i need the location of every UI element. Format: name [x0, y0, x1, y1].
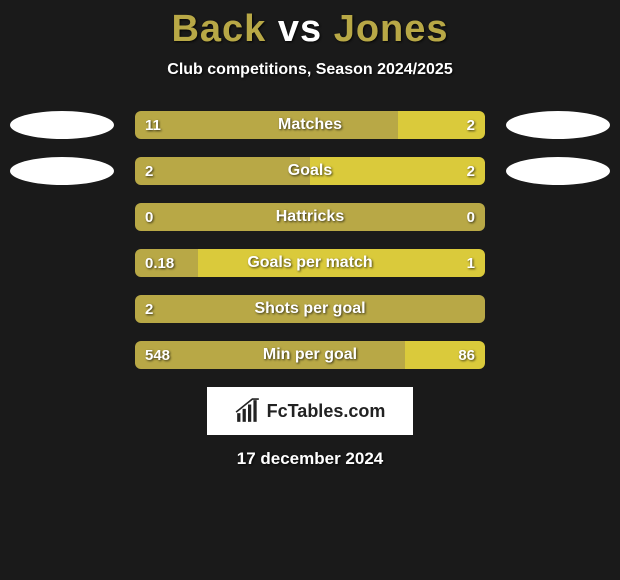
- comparison-row: 00Hattricks: [0, 203, 620, 231]
- comparison-rows: 112Matches 22Goals 00Hattricks 0.181Goals p…: [0, 111, 620, 369]
- left-badge: [10, 157, 114, 185]
- left-badge-cell: [7, 111, 117, 139]
- chart-icon: [235, 398, 261, 424]
- left-badge-cell: [7, 157, 117, 185]
- bar-label: Min per goal: [135, 341, 485, 369]
- bar-label: Shots per goal: [135, 295, 485, 323]
- comparison-bar: 54886Min per goal: [135, 341, 485, 369]
- right-badge-cell: [503, 157, 613, 185]
- bar-label: Matches: [135, 111, 485, 139]
- title-vs: vs: [278, 8, 322, 50]
- comparison-bar: 2Shots per goal: [135, 295, 485, 323]
- comparison-row: 112Matches: [0, 111, 620, 139]
- bar-label: Hattricks: [135, 203, 485, 231]
- right-badge-cell: [503, 111, 613, 139]
- comparison-bar: 0.181Goals per match: [135, 249, 485, 277]
- bar-label: Goals per match: [135, 249, 485, 277]
- bar-label: Goals: [135, 157, 485, 185]
- right-badge: [506, 111, 610, 139]
- comparison-row: 0.181Goals per match: [0, 249, 620, 277]
- left-badge: [10, 111, 114, 139]
- comparison-bar: 00Hattricks: [135, 203, 485, 231]
- container: Back vs Jones Club competitions, Season …: [0, 0, 620, 469]
- comparison-row: 2Shots per goal: [0, 295, 620, 323]
- title-right: Jones: [334, 8, 449, 50]
- subtitle: Club competitions, Season 2024/2025: [0, 61, 620, 79]
- logo-box: FcTables.com: [207, 387, 413, 435]
- comparison-row: 54886Min per goal: [0, 341, 620, 369]
- comparison-bar: 112Matches: [135, 111, 485, 139]
- logo-text: FcTables.com: [267, 401, 386, 422]
- comparison-row: 22Goals: [0, 157, 620, 185]
- right-badge: [506, 157, 610, 185]
- footer-date: 17 december 2024: [0, 449, 620, 469]
- page-title: Back vs Jones: [0, 8, 620, 51]
- comparison-bar: 22Goals: [135, 157, 485, 185]
- title-left: Back: [171, 8, 266, 50]
